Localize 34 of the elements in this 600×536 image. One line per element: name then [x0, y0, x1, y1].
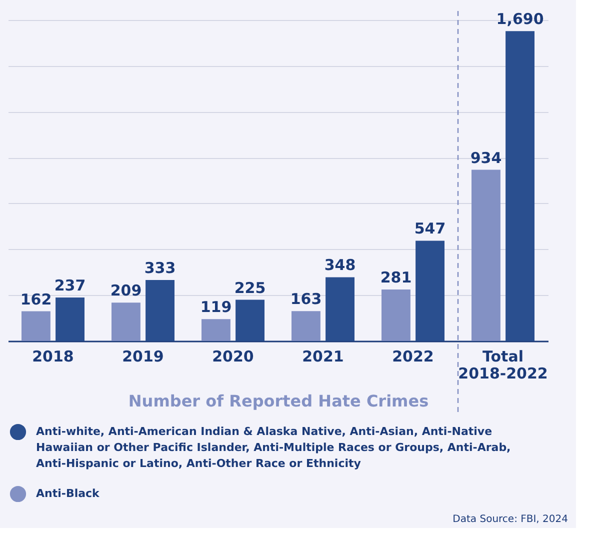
data-label: 547: [414, 220, 446, 238]
source-note: Data Source: FBI, 2024: [452, 514, 568, 525]
data-label: 237: [54, 276, 86, 295]
data-label: 348: [324, 256, 356, 274]
bar: [56, 298, 84, 341]
data-label: 1,690: [496, 10, 544, 28]
data-label: 225: [234, 278, 266, 297]
x-axis-title: Number of Reported Hate Crimes: [128, 392, 429, 410]
bar: [202, 319, 230, 341]
bar: [292, 311, 320, 341]
bar: [326, 277, 354, 341]
data-label: 934: [470, 148, 502, 167]
x-tick-label: 2021: [302, 348, 344, 366]
bar: [146, 280, 174, 341]
data-label: 163: [290, 290, 322, 308]
data-label: 162: [20, 290, 52, 308]
data-label: 119: [200, 298, 232, 316]
bar: [112, 302, 140, 341]
bar: [382, 289, 410, 341]
x-tick-label: 2022: [392, 348, 434, 366]
x-tick-label: 2018: [32, 348, 74, 366]
bar: [416, 240, 444, 341]
legend-label: Anti-white, Anti-American Indian & Alaska Native, Anti-Asian, Anti-Native Hawaiian or Other Pacific Islander, Anti-Multiple Races or Groups, Anti-Arab, Anti-Hispanic or Latino, Anti-Other Race or Ethnicity: [36, 425, 511, 470]
bar: [506, 31, 534, 341]
x-tick-label: 2020: [212, 348, 254, 366]
data-label: 281: [380, 268, 412, 286]
legend-label: Anti-Black: [36, 487, 100, 500]
data-label: 209: [110, 282, 142, 300]
bar: [236, 300, 264, 341]
x-tick-label: Total 2018-2022: [458, 348, 548, 382]
bar: [472, 170, 500, 341]
x-tick-label: 2019: [122, 348, 164, 366]
data-label: 333: [144, 258, 176, 277]
bar: [22, 311, 50, 341]
